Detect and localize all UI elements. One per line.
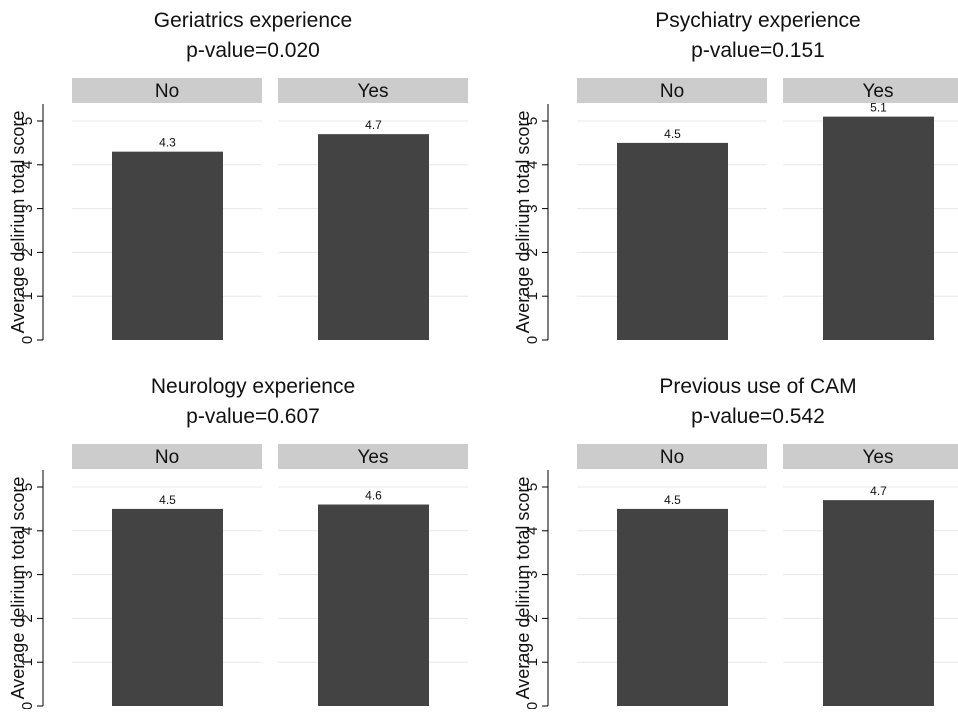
data-label: 4.5 — [664, 127, 681, 141]
panel-header-label: Yes — [358, 81, 389, 102]
subpanel-no: No 4.5 — [577, 78, 767, 340]
panel-header-strip — [278, 78, 468, 103]
y-tick-label: 1 — [19, 658, 36, 666]
y-tick-label: 1 — [524, 658, 541, 666]
y-tick-label: 0 — [524, 702, 541, 709]
panel-header-strip — [278, 444, 468, 469]
panel-header-label: Yes — [358, 447, 389, 468]
subpanel-no: No 4.5 — [577, 444, 767, 706]
y-tick-label: 3 — [524, 204, 541, 212]
data-label: 4.5 — [159, 493, 176, 507]
y-tick-label: 4 — [524, 161, 541, 169]
y-tick-label: 5 — [19, 483, 36, 491]
chart-title: Geriatrics experience — [154, 9, 352, 32]
panel-header-label: No — [660, 447, 684, 468]
y-tick-label: 4 — [19, 527, 36, 535]
panel-header-strip — [783, 78, 958, 103]
bar-no — [112, 151, 223, 340]
y-tick-label: 1 — [524, 292, 541, 300]
y-tick-label: 5 — [524, 483, 541, 491]
y-tick-label: 3 — [19, 570, 36, 578]
data-label: 5.1 — [870, 101, 887, 115]
panel-header-strip — [577, 444, 767, 469]
y-tick-label: 0 — [19, 702, 36, 709]
panel-header-label: Yes — [863, 81, 894, 102]
bar-no — [617, 142, 728, 340]
data-label: 4.5 — [664, 493, 681, 507]
y-axis-label: Average delirium total score — [513, 477, 533, 700]
y-axis-label: Average delirium total score — [513, 111, 533, 334]
panel-header-label: No — [155, 447, 179, 468]
y-tick-label: 1 — [19, 292, 36, 300]
y-tick-label: 5 — [19, 117, 36, 125]
panel-header-strip — [577, 78, 767, 103]
chart-title: Previous use of CAM — [659, 375, 856, 398]
y-tick-label: 2 — [524, 248, 541, 256]
chart-panel-1: Geriatrics experience p-value=0.020 Averag… — [8, 9, 468, 344]
data-label: 4.7 — [365, 118, 382, 132]
bar-yes — [823, 116, 934, 341]
y-tick-label: 4 — [524, 527, 541, 535]
panel-header-label: Yes — [863, 447, 894, 468]
bar-yes — [318, 134, 429, 340]
y-tick-label: 0 — [19, 336, 36, 344]
chart-panel-4: Previous use of CAM p-value=0.542 Average … — [513, 375, 958, 710]
y-tick-label: 3 — [524, 570, 541, 578]
y-axis-label: Average delirium total score — [8, 111, 28, 334]
y-tick-label: 5 — [524, 117, 541, 125]
chart-subtitle: p-value=0.151 — [691, 39, 825, 62]
data-label: 4.6 — [365, 489, 382, 503]
data-label: 4.7 — [870, 484, 887, 498]
subpanel-no: No 4.3 — [72, 78, 262, 340]
chart-panel-2: Psychiatry experience p-value=0.151 Averag… — [513, 9, 958, 344]
y-tick-label: 2 — [19, 614, 36, 622]
chart-title: Psychiatry experience — [655, 9, 860, 32]
subpanel-yes: Yes 4.7 — [278, 78, 468, 340]
subpanel-no: No 4.5 — [72, 444, 262, 706]
data-label: 4.3 — [159, 136, 176, 150]
panel-header-strip — [72, 78, 262, 103]
subpanel-yes: Yes 4.6 — [278, 444, 468, 706]
panel-header-strip — [783, 444, 958, 469]
chart-subtitle: p-value=0.542 — [691, 405, 825, 428]
y-tick-label: 4 — [19, 161, 36, 169]
panel-header-strip — [72, 444, 262, 469]
bar-no — [112, 508, 223, 706]
chart-panel-3: Neurology experience p-value=0.607 Average… — [8, 375, 468, 710]
bar-no — [617, 508, 728, 706]
bar-yes — [823, 500, 934, 706]
chart-subtitle: p-value=0.020 — [186, 39, 320, 62]
y-tick-label: 3 — [19, 204, 36, 212]
y-tick-label: 2 — [524, 614, 541, 622]
y-tick-label: 0 — [524, 336, 541, 344]
chart-subtitle: p-value=0.607 — [186, 405, 320, 428]
bar-yes — [318, 504, 429, 706]
y-tick-label: 2 — [19, 248, 36, 256]
y-axis-label: Average delirium total score — [8, 477, 28, 700]
panel-header-label: No — [155, 81, 179, 102]
panel-header-label: No — [660, 81, 684, 102]
chart-title: Neurology experience — [151, 375, 355, 398]
subpanel-yes: Yes 4.7 — [783, 444, 958, 706]
